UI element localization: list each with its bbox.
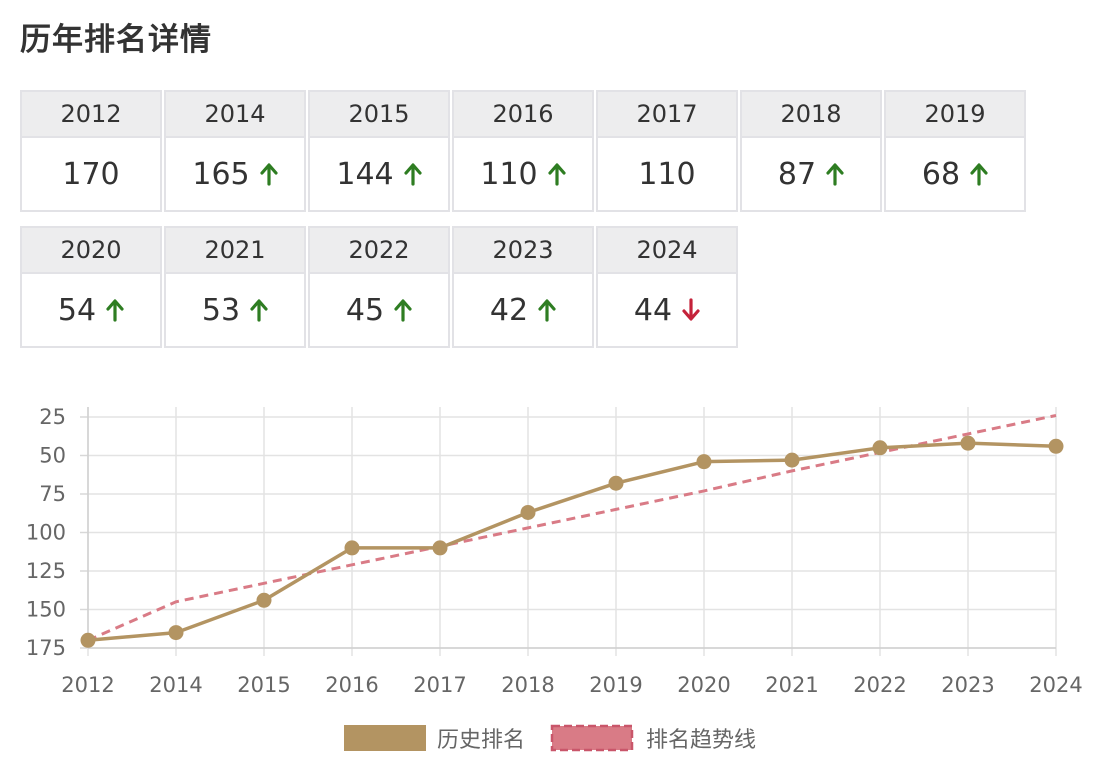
rank-value-wrap: 165 [166, 138, 304, 210]
history-point-2017 [432, 540, 448, 556]
rank-value: 165 [192, 156, 250, 192]
rank-value-wrap: 45 [310, 274, 448, 346]
rank-value-wrap: 44 [598, 274, 736, 346]
rank-value: 68 [921, 156, 961, 192]
x-tick-label: 2012 [61, 673, 114, 697]
arrow-up-icon [404, 162, 422, 186]
rank-cell-2014: 2014 165 [164, 90, 306, 212]
arrow-up-icon [970, 162, 988, 186]
history-point-2016 [344, 540, 360, 556]
rank-value: 170 [62, 156, 120, 192]
rank-value-wrap: 110 [598, 138, 736, 210]
y-tick-label: 75 [39, 482, 66, 506]
rank-value-wrap: 170 [22, 138, 160, 210]
arrow-down-icon [682, 298, 700, 322]
rank-value: 44 [633, 292, 673, 328]
rank-cell-2021: 2021 53 [164, 226, 306, 348]
x-tick-label: 2017 [413, 673, 466, 697]
rank-value: 110 [480, 156, 538, 192]
rank-cell-2015: 2015 144 [308, 90, 450, 212]
x-tick-label: 2020 [677, 673, 730, 697]
rank-year: 2021 [166, 228, 304, 274]
rank-value: 54 [57, 292, 97, 328]
history-point-2021 [784, 452, 800, 468]
y-tick-label: 125 [26, 559, 66, 583]
rank-cell-2017: 2017 110 [596, 90, 738, 212]
rank-value: 53 [201, 292, 241, 328]
rank-table-row-2: 2020 54 2021 53 2022 45 2023 42 2024 44 [20, 226, 740, 348]
rank-value: 87 [777, 156, 817, 192]
rank-value: 45 [345, 292, 385, 328]
arrow-up-icon [394, 298, 412, 322]
legend-swatch-trend [550, 724, 634, 752]
rank-year: 2018 [742, 92, 880, 138]
legend-swatch-history [344, 725, 426, 751]
y-tick-label: 25 [39, 405, 66, 429]
arrow-up-icon [106, 298, 124, 322]
x-tick-label: 2021 [765, 673, 818, 697]
rank-year: 2019 [886, 92, 1024, 138]
x-tick-label: 2015 [237, 673, 290, 697]
history-point-2022 [872, 440, 888, 456]
x-tick-label: 2024 [1029, 673, 1082, 697]
rank-cell-2023: 2023 42 [452, 226, 594, 348]
history-point-2023 [960, 435, 976, 451]
rank-year: 2020 [22, 228, 160, 274]
trend-line [87, 413, 1057, 642]
rank-value: 42 [489, 292, 529, 328]
x-tick-label: 2014 [149, 673, 202, 697]
rank-year: 2023 [454, 228, 592, 274]
rank-value-wrap: 110 [454, 138, 592, 210]
rank-year: 2015 [310, 92, 448, 138]
x-tick-label: 2022 [853, 673, 906, 697]
rank-value: 144 [336, 156, 394, 192]
y-tick-label: 50 [39, 444, 66, 468]
rank-value-wrap: 144 [310, 138, 448, 210]
rank-value-wrap: 87 [742, 138, 880, 210]
history-point-2012 [80, 632, 96, 648]
arrow-up-icon [538, 298, 556, 322]
arrow-up-icon [548, 162, 566, 186]
rank-cell-2022: 2022 45 [308, 226, 450, 348]
history-point-2024 [1048, 438, 1064, 454]
rank-cell-2016: 2016 110 [452, 90, 594, 212]
rank-value-wrap: 53 [166, 274, 304, 346]
rank-cell-2012: 2012 170 [20, 90, 162, 212]
history-point-2019 [608, 475, 624, 491]
arrow-up-icon [260, 162, 278, 186]
x-tick-label: 2023 [941, 673, 994, 697]
history-point-2020 [696, 454, 712, 470]
history-line [87, 441, 1057, 643]
history-point-2014 [168, 625, 184, 641]
rank-value-wrap: 42 [454, 274, 592, 346]
legend-label-history: 历史排名 [437, 728, 525, 753]
rank-year: 2017 [598, 92, 736, 138]
arrow-up-icon [250, 298, 268, 322]
rank-cell-2019: 2019 68 [884, 90, 1026, 212]
arrow-up-icon [826, 162, 844, 186]
y-tick-label: 100 [26, 521, 66, 545]
history-point-2018 [520, 504, 536, 520]
page-title: 历年排名详情 [20, 22, 212, 58]
history-point-2015 [256, 592, 272, 608]
x-tick-label: 2018 [501, 673, 554, 697]
rank-year: 2012 [22, 92, 160, 138]
rank-value-wrap: 68 [886, 138, 1024, 210]
rank-year: 2014 [166, 92, 304, 138]
y-tick-label: 175 [26, 636, 66, 660]
rank-year: 2016 [454, 92, 592, 138]
rank-value-wrap: 54 [22, 274, 160, 346]
x-tick-label: 2019 [589, 673, 642, 697]
ranking-chart: 25 50 75 100 125 150 175 2012 2014 2015 2016 2017 20… [26, 405, 1083, 753]
legend-label-trend: 排名趋势线 [646, 728, 756, 753]
y-tick-label: 150 [26, 598, 66, 622]
rank-year: 2022 [310, 228, 448, 274]
rank-cell-2024: 2024 44 [596, 226, 738, 348]
rank-value: 110 [638, 156, 696, 192]
x-tick-label: 2016 [325, 673, 378, 697]
rank-year: 2024 [598, 228, 736, 274]
rank-table-row-1: 2012 170 2014 165 2015 144 2016 110 2017 110 2018 8… [20, 90, 1028, 212]
rank-cell-2018: 2018 87 [740, 90, 882, 212]
rank-cell-2020: 2020 54 [20, 226, 162, 348]
